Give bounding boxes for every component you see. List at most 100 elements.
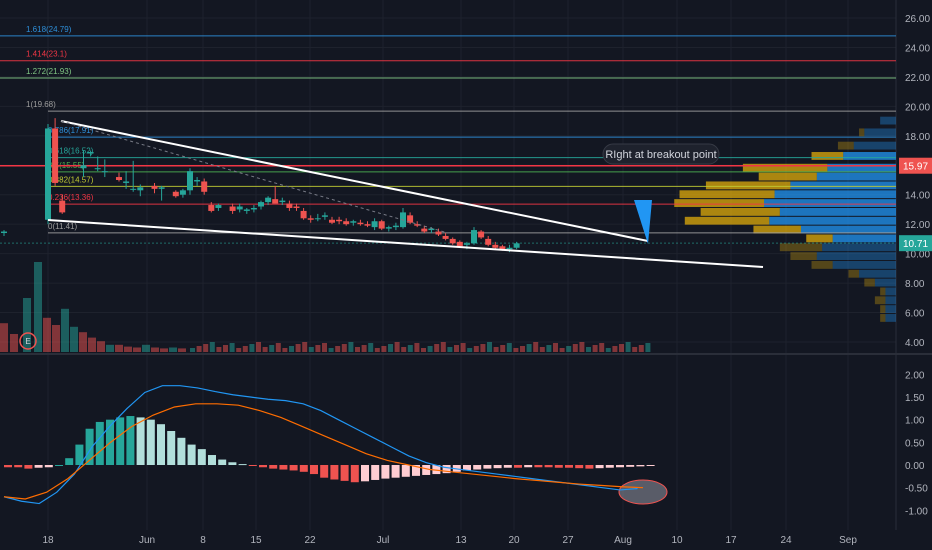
- profile-down-16: [848, 269, 860, 278]
- volume-bar-small-11: [262, 347, 268, 352]
- candle-body-24: [250, 207, 257, 210]
- time-axis[interactable]: 18 Jun 8 15 22 Jul 13 20 27 Aug 10 17 24 Sep: [42, 535, 857, 546]
- profile-down-21: [880, 314, 886, 322]
- macd-hist-32: [330, 465, 339, 480]
- macd-hist-50: [514, 465, 522, 468]
- profile-up-17: [874, 278, 896, 287]
- candle-body-3: [59, 200, 66, 213]
- profile-up-6: [790, 181, 896, 190]
- candle-body-42: [378, 221, 385, 229]
- volume-bar-12: [115, 344, 123, 352]
- candle-body-32: [307, 218, 314, 220]
- volume-bar-11: [106, 344, 114, 352]
- profile-up-13: [822, 243, 896, 252]
- candle-body-60: [506, 247, 513, 250]
- price-axis[interactable]: 26.0024.0022.0020.0018.0016.0014.0012.00…: [899, 14, 932, 517]
- volume-bar-small-53: [539, 347, 545, 352]
- price-tick-10: 6.00: [905, 309, 925, 320]
- macd-hist-56: [575, 465, 584, 469]
- volume-bar-0: [0, 323, 8, 352]
- macd-hist-62: [636, 465, 645, 467]
- macd-hist-26: [269, 465, 278, 469]
- candle-body-17: [194, 180, 201, 182]
- profile-up-19: [885, 296, 896, 305]
- volume-bar-19: [178, 348, 186, 352]
- profile-down-1: [859, 128, 865, 137]
- candle-body-56: [478, 231, 485, 238]
- candle-body-52: [449, 238, 456, 244]
- candle-body-25: [258, 202, 264, 207]
- volume-bar-small-29: [381, 346, 387, 352]
- macd-hist-54: [554, 465, 563, 468]
- price-tick-7: 12.00: [905, 220, 930, 231]
- candle-body-58: [492, 244, 499, 248]
- price-tick-3: 20.00: [905, 102, 930, 113]
- volume-bar-small-30: [388, 344, 393, 352]
- time-label-4: 22: [304, 535, 316, 546]
- candle-body-49: [428, 228, 435, 231]
- volume-bar-small-68: [638, 345, 644, 352]
- macd-hist-28: [289, 465, 298, 471]
- volume-bars: E: [0, 262, 651, 352]
- candle-body-54: [463, 243, 470, 245]
- macd-hist-36: [371, 465, 380, 480]
- macd-hist-37: [381, 465, 390, 479]
- profile-down-19: [874, 296, 886, 305]
- profile-down-13: [779, 243, 823, 252]
- candlesticks[interactable]: [1, 118, 520, 253]
- volume-bar-6: [61, 308, 69, 352]
- macd-tick-3: 0.50: [905, 438, 925, 449]
- candle-body-23: [243, 209, 250, 211]
- trendline-drawings[interactable]: RIght at breakout point: [47, 120, 764, 268]
- volume-bar-small-33: [407, 345, 413, 352]
- fib-label-3: 1(19.68): [26, 100, 56, 109]
- profile-up-15: [832, 261, 896, 269]
- volume-bar-small-24: [348, 342, 354, 352]
- volume-bar-small-32: [401, 347, 407, 352]
- candle-body-29: [286, 203, 293, 208]
- volume-bar-small-16: [295, 344, 301, 352]
- volume-bar-small-2: [203, 344, 209, 352]
- volume-bar-small-0: [190, 348, 195, 352]
- volume-bar-small-42: [467, 348, 473, 352]
- macd-hist-41: [422, 465, 431, 475]
- volume-bar-small-58: [572, 344, 578, 352]
- candle-body-36: [336, 219, 343, 222]
- candle-body-6: [94, 168, 101, 170]
- candle-body-2: [52, 128, 59, 183]
- macd-hist-46: [473, 465, 482, 470]
- macd-hist-57: [585, 465, 594, 469]
- volume-bar-4: [43, 317, 51, 352]
- candle-body-34: [321, 215, 328, 217]
- volume-bar-17: [160, 348, 168, 352]
- profile-up-8: [764, 199, 896, 207]
- volume-bar-small-1: [196, 346, 202, 352]
- candle-body-19: [208, 205, 215, 211]
- candle-body-15: [179, 190, 186, 195]
- volume-bar-small-6: [229, 343, 235, 352]
- candle-body-11: [137, 187, 144, 191]
- volume-bar-small-21: [328, 348, 334, 352]
- last-price-label: 10.71: [903, 239, 928, 250]
- volume-bar-small-10: [256, 342, 261, 352]
- volume-bar-small-39: [447, 347, 453, 352]
- time-label-1: Jun: [139, 535, 155, 546]
- macd-hist-42: [432, 465, 441, 475]
- profile-up-16: [859, 269, 896, 278]
- dashed-trend: [60, 120, 449, 234]
- candle-body-10: [130, 188, 137, 190]
- price-tick-9: 8.00: [905, 279, 925, 290]
- fib-label-8: 0.236(13.36): [48, 193, 94, 202]
- fib-label-0: 1.618(24.79): [26, 25, 72, 34]
- candle-body-18: [201, 181, 208, 192]
- macd-hist-17: [177, 437, 186, 465]
- breakout-arrow: [634, 200, 652, 244]
- volume-bar-small-54: [546, 345, 552, 352]
- macd-tick-0: 2.00: [905, 370, 925, 381]
- profile-down-6: [705, 181, 791, 190]
- profile-down-3: [811, 152, 844, 160]
- volume-bar-small-51: [526, 344, 532, 352]
- volume-bar-small-46: [493, 347, 499, 352]
- volume-bar-small-50: [520, 346, 525, 352]
